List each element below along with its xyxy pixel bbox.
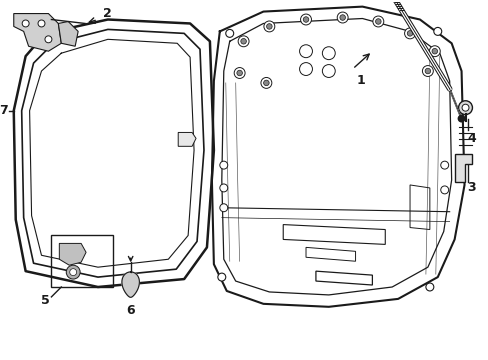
Text: 2: 2 [103,7,112,20]
Polygon shape [14,14,61,51]
Text: 5: 5 [41,294,50,307]
Circle shape [225,30,233,37]
Text: 1: 1 [355,75,364,87]
Text: 4: 4 [466,132,475,145]
Text: 6: 6 [126,304,135,317]
Circle shape [428,46,439,57]
Circle shape [339,15,345,20]
Circle shape [220,204,227,212]
Circle shape [66,265,80,279]
Circle shape [299,63,312,76]
Circle shape [303,17,308,22]
Polygon shape [122,272,139,297]
Circle shape [433,27,441,35]
Circle shape [461,104,468,111]
Circle shape [217,273,225,281]
Circle shape [264,21,274,32]
Polygon shape [211,6,464,307]
Circle shape [407,31,412,36]
Polygon shape [58,22,78,46]
Circle shape [440,186,448,194]
Circle shape [38,20,45,27]
Circle shape [263,80,268,86]
Circle shape [236,70,242,76]
Circle shape [234,68,244,78]
Circle shape [422,66,432,76]
Circle shape [375,19,380,24]
Circle shape [266,24,272,29]
Circle shape [457,114,465,122]
Circle shape [424,68,430,74]
Polygon shape [59,243,86,265]
Circle shape [45,36,52,43]
Circle shape [220,161,227,169]
Circle shape [220,184,227,192]
Polygon shape [178,132,196,146]
Circle shape [425,283,433,291]
Circle shape [322,64,335,77]
Circle shape [322,47,335,60]
Bar [51,235,113,287]
Circle shape [337,12,347,23]
Polygon shape [454,154,471,182]
Text: 3: 3 [466,181,475,194]
Text: 7: 7 [0,104,8,117]
Circle shape [431,49,437,54]
Circle shape [372,16,383,27]
Circle shape [404,28,415,39]
Circle shape [299,45,312,58]
Circle shape [458,101,471,114]
Circle shape [440,161,448,169]
Circle shape [22,20,29,27]
Circle shape [70,269,77,276]
Circle shape [261,77,271,88]
Circle shape [238,36,248,47]
Circle shape [300,14,311,25]
Circle shape [240,39,246,44]
